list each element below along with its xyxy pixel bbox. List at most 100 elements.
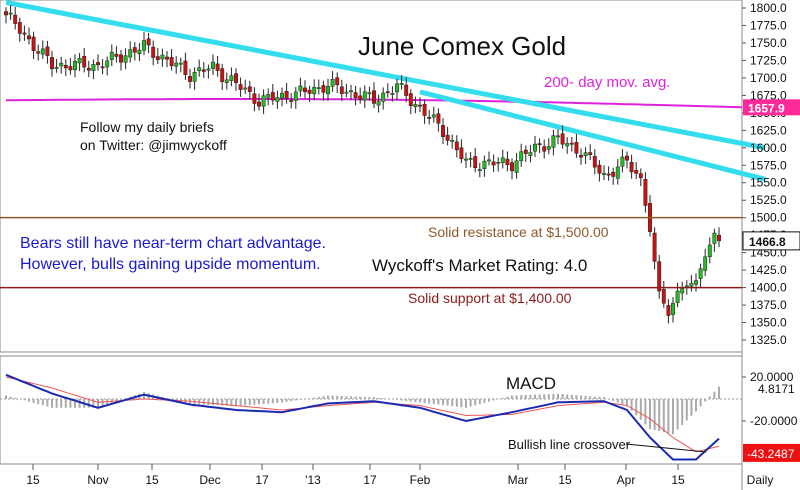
candle-body: [390, 93, 395, 95]
candle-body: [27, 35, 31, 40]
candle-body: [284, 91, 289, 99]
candle-body: [280, 92, 284, 99]
bears-text-2: However, bulls gaining upside momentum.: [20, 256, 321, 273]
y-tick-label: 1675.0: [750, 88, 787, 102]
candle-body: [22, 32, 27, 35]
y-tick-label: 1800.0: [750, 1, 787, 15]
candle-body: [459, 147, 464, 160]
candle-body: [413, 104, 418, 108]
candle-body: [703, 256, 708, 271]
candle-body: [602, 173, 606, 175]
candle-body: [436, 113, 441, 124]
candle-body: [289, 100, 294, 102]
macd-y-tick-label: 20.0000: [750, 370, 794, 384]
candle-body: [151, 46, 156, 58]
candle-body: [169, 57, 174, 67]
candle-body: [611, 171, 616, 177]
candle-body: [698, 268, 703, 279]
trend-line: [419, 89, 766, 182]
candle-body: [569, 142, 574, 145]
candle-body: [385, 91, 390, 94]
y-tick-label: 1375.0: [750, 298, 787, 312]
resistance-label: Solid resistance at $1,500.00: [428, 224, 609, 240]
x-tick-label: 15: [558, 473, 572, 487]
candle-body: [275, 97, 280, 102]
candle-body: [556, 135, 560, 138]
candle-body: [689, 282, 694, 287]
candle-body: [105, 60, 110, 68]
candle-body: [487, 159, 491, 162]
y-tick-label: 1725.0: [750, 53, 787, 67]
candle-body: [358, 95, 363, 100]
support-label: Solid support at $1,400.00: [408, 290, 572, 306]
candle-body: [45, 46, 50, 56]
candle-body: [183, 60, 188, 75]
candle-body: [100, 66, 105, 69]
candle-body: [707, 244, 712, 257]
candle-body: [367, 92, 372, 95]
candle-body: [316, 87, 321, 90]
candle-body: [473, 156, 478, 169]
candle-body: [247, 86, 252, 92]
candle-body: [261, 95, 266, 107]
candle-body: [542, 146, 547, 152]
candle-body: [220, 68, 225, 82]
candle-body: [192, 72, 197, 82]
x-tick-label: 15: [145, 473, 159, 487]
candle-body: [629, 161, 634, 173]
candle-body: [8, 12, 13, 15]
candle-body: [615, 166, 620, 179]
candle-body: [312, 86, 317, 95]
candle-body: [427, 117, 432, 119]
candle-body: [404, 84, 409, 96]
candle-body: [450, 140, 455, 142]
candle-body: [50, 57, 54, 70]
candle-body: [73, 61, 77, 71]
macd-signal-value: 4.8171: [758, 382, 795, 396]
candle-body: [583, 152, 588, 157]
candle-body: [114, 53, 119, 57]
candle-body: [40, 48, 45, 55]
trend-line: [5, 0, 766, 151]
candle-body: [206, 68, 211, 71]
candle-body: [91, 64, 96, 72]
candle-body: [17, 22, 22, 34]
candle-body: [36, 51, 41, 54]
candle-body: [505, 158, 510, 165]
macd-y-tick-label: -20.0000: [750, 414, 798, 428]
candle-body: [514, 160, 519, 173]
y-tick-label: 1525.0: [750, 193, 787, 207]
candle-body: [174, 62, 179, 67]
candle-body: [694, 280, 698, 285]
candle-body: [293, 91, 298, 101]
candle-body: [661, 289, 666, 304]
candle-body: [270, 92, 275, 101]
last-price-label: 1466.8: [749, 235, 786, 249]
candle-body: [625, 155, 629, 161]
candle-body: [201, 69, 206, 72]
candle-body: [454, 141, 459, 151]
last-price-badge: [742, 231, 800, 251]
x-tick-label: Mar: [508, 473, 529, 487]
candle-body: [638, 173, 643, 179]
candle-body: [666, 305, 671, 316]
bears-text-1: Bears still have near-term chart advanta…: [20, 235, 326, 252]
candle-body: [395, 83, 399, 93]
x-tick-label: 15: [26, 473, 40, 487]
macd-value-badge: [743, 443, 800, 462]
x-tick-label: Feb: [410, 473, 431, 487]
candle-body: [652, 232, 657, 262]
macd-title: MACD: [506, 374, 556, 393]
candle-body: [528, 152, 533, 156]
candle-body: [399, 83, 404, 85]
candle-body: [31, 36, 36, 52]
candle-body: [565, 143, 570, 147]
crossover-label: Bullish line crossover: [508, 437, 631, 452]
candle-body: [431, 114, 436, 118]
candle-body: [546, 146, 551, 150]
candle-body: [215, 63, 220, 71]
candle-body: [482, 160, 487, 169]
y-tick-label: 1325.0: [750, 333, 787, 347]
y-tick-label: 1425.0: [750, 263, 787, 277]
candle-body: [680, 288, 685, 294]
